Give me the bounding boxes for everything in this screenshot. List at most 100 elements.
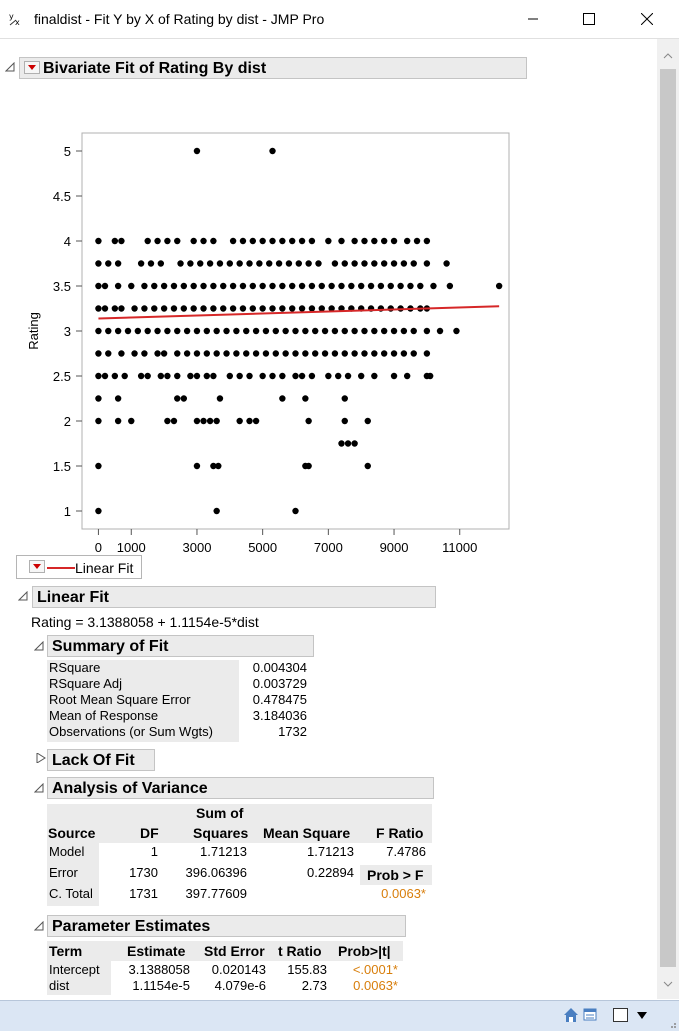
x-tick-label: 1000 <box>117 540 146 555</box>
data-point <box>229 305 237 312</box>
fit-legend[interactable]: Linear Fit <box>16 555 142 579</box>
chevron-down-icon[interactable] <box>636 1011 648 1021</box>
data-point <box>298 372 306 380</box>
data-point <box>341 260 348 267</box>
data-point <box>266 260 273 267</box>
collapse-triangle-icon[interactable] <box>34 641 44 651</box>
scroll-thumb[interactable] <box>660 69 676 967</box>
params-header-row <box>47 941 403 961</box>
vertical-scrollbar[interactable] <box>657 39 679 999</box>
param-term: Intercept <box>49 962 100 977</box>
data-point <box>157 372 165 380</box>
legend-label: Linear Fit <box>75 560 134 576</box>
svg-text:y: y <box>9 12 14 21</box>
close-button[interactable] <box>618 0 676 38</box>
data-point <box>318 282 325 290</box>
param-estimate: 1.1154e-5 <box>132 978 190 993</box>
data-point <box>269 372 276 380</box>
data-point <box>193 350 201 357</box>
data-point <box>495 282 503 290</box>
data-point <box>426 372 434 380</box>
scroll-up-icon[interactable] <box>657 49 679 63</box>
data-point <box>262 350 270 357</box>
data-point <box>114 260 122 267</box>
summary-label: Observations (or Sum Wgts) <box>49 724 213 739</box>
data-point <box>216 260 224 267</box>
expand-triangle-icon[interactable] <box>36 753 46 763</box>
summary-of-fit-header[interactable]: Summary of Fit <box>47 635 314 657</box>
data-point <box>203 350 211 357</box>
lack-of-fit-header[interactable]: Lack Of Fit <box>47 749 155 771</box>
maximize-button[interactable] <box>560 0 618 38</box>
summary-value: 3.184036 <box>252 708 307 723</box>
anova-ms-model: 1.71213 <box>307 844 354 859</box>
data-point <box>101 305 109 312</box>
data-point <box>430 282 437 290</box>
data-point <box>226 372 234 380</box>
data-point <box>335 372 342 380</box>
data-point <box>341 327 348 335</box>
collapse-triangle-icon[interactable] <box>5 62 15 72</box>
red-triangle-menu-icon[interactable] <box>24 60 40 74</box>
anova-header[interactable]: Analysis of Variance <box>47 777 434 799</box>
data-point <box>170 305 178 312</box>
data-point <box>236 260 243 267</box>
fit-equation: Rating = 3.1388058 + 1.1154e-5*dist <box>31 614 259 630</box>
collapse-triangle-icon[interactable] <box>34 921 44 931</box>
resize-grip-icon[interactable] <box>667 1019 677 1029</box>
data-point <box>180 395 188 402</box>
selection-box-icon[interactable] <box>613 1007 629 1023</box>
data-point <box>390 260 398 267</box>
fit-line <box>98 305 500 320</box>
parameter-estimates-header[interactable]: Parameter Estimates <box>47 915 406 937</box>
data-point <box>95 372 102 380</box>
data-point <box>246 260 253 267</box>
data-point <box>249 282 256 290</box>
linear-fit-header[interactable]: Linear Fit <box>32 586 436 608</box>
data-point <box>423 327 431 335</box>
summary-label: RSquare Adj <box>49 676 122 691</box>
data-point <box>305 417 312 425</box>
data-point <box>390 237 398 245</box>
data-point <box>236 372 243 380</box>
data-point <box>371 327 378 335</box>
anova-col-source: Source <box>48 825 96 841</box>
data-point <box>331 350 339 357</box>
window-list-icon[interactable] <box>583 1007 599 1023</box>
fit-menu-icon[interactable] <box>29 560 45 573</box>
data-point <box>361 237 368 245</box>
data-point <box>308 237 316 245</box>
data-point <box>223 350 230 357</box>
summary-label: RSquare <box>49 660 101 675</box>
summary-value: 0.478475 <box>252 692 307 707</box>
data-point <box>243 327 250 335</box>
linear-fit-title: Linear Fit <box>37 589 110 606</box>
data-point <box>134 327 142 335</box>
data-point <box>275 260 283 267</box>
data-point <box>292 372 299 380</box>
data-point <box>252 417 260 425</box>
data-point <box>121 372 128 380</box>
scroll-down-icon[interactable] <box>657 977 679 991</box>
collapse-triangle-icon[interactable] <box>18 591 28 601</box>
data-point <box>338 440 345 447</box>
data-point <box>220 305 227 312</box>
collapse-triangle-icon[interactable] <box>34 783 44 793</box>
data-point <box>144 327 151 335</box>
data-point <box>206 260 214 267</box>
anova-source-model: Model <box>49 844 85 859</box>
data-point <box>239 305 247 312</box>
data-point <box>213 350 220 357</box>
minimize-button[interactable] <box>504 0 562 38</box>
home-icon[interactable] <box>563 1007 579 1023</box>
data-point <box>246 417 253 425</box>
bivariate-header[interactable]: Bivariate Fit of Rating By dist <box>19 57 527 79</box>
data-point <box>308 372 316 380</box>
y-tick-label: 2.5 <box>53 369 71 384</box>
params-term-column <box>47 961 111 995</box>
data-point <box>200 237 207 245</box>
data-point <box>302 327 309 335</box>
data-point <box>233 350 240 357</box>
data-point <box>137 260 145 267</box>
data-point <box>341 395 348 402</box>
